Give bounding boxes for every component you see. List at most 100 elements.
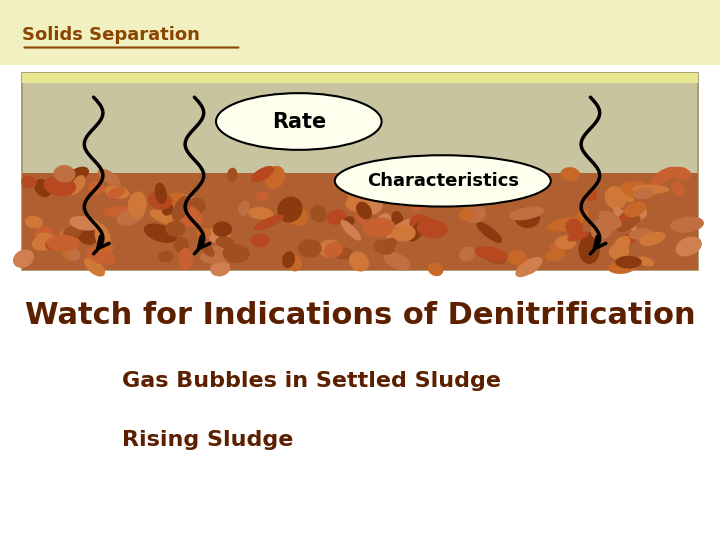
Ellipse shape [508, 251, 526, 264]
Ellipse shape [606, 187, 626, 209]
Ellipse shape [410, 188, 426, 211]
Ellipse shape [216, 237, 234, 248]
Ellipse shape [356, 205, 368, 223]
Ellipse shape [58, 230, 81, 248]
Ellipse shape [364, 219, 395, 237]
Ellipse shape [66, 247, 80, 260]
Ellipse shape [444, 181, 462, 203]
Ellipse shape [173, 197, 189, 220]
FancyBboxPatch shape [0, 0, 720, 65]
Ellipse shape [671, 217, 703, 232]
Ellipse shape [180, 206, 202, 227]
Ellipse shape [640, 232, 665, 245]
Ellipse shape [223, 245, 249, 262]
Ellipse shape [621, 234, 636, 244]
Text: Characteristics: Characteristics [366, 172, 519, 190]
Ellipse shape [197, 228, 210, 239]
Ellipse shape [579, 237, 599, 264]
Ellipse shape [104, 206, 128, 216]
Ellipse shape [70, 217, 98, 230]
Ellipse shape [616, 256, 641, 268]
Ellipse shape [87, 248, 115, 264]
Ellipse shape [325, 242, 343, 258]
Ellipse shape [266, 166, 284, 188]
Ellipse shape [89, 182, 104, 194]
Text: Gas Bubbles in Settled Sludge: Gas Bubbles in Settled Sludge [122, 370, 501, 391]
Ellipse shape [362, 179, 385, 195]
Ellipse shape [460, 247, 475, 261]
Ellipse shape [566, 219, 582, 235]
Ellipse shape [477, 222, 502, 242]
Ellipse shape [379, 170, 402, 187]
Ellipse shape [548, 218, 582, 231]
Text: Solids Separation: Solids Separation [22, 26, 199, 44]
Ellipse shape [464, 205, 485, 222]
Ellipse shape [387, 219, 412, 238]
Ellipse shape [361, 198, 382, 214]
Ellipse shape [382, 238, 396, 253]
Ellipse shape [510, 207, 544, 220]
Ellipse shape [617, 217, 640, 232]
Ellipse shape [616, 205, 641, 224]
Ellipse shape [46, 238, 60, 249]
Ellipse shape [672, 183, 684, 195]
Ellipse shape [621, 182, 655, 198]
Ellipse shape [614, 237, 629, 253]
Ellipse shape [96, 242, 113, 252]
Ellipse shape [299, 240, 321, 257]
FancyBboxPatch shape [22, 73, 698, 270]
Ellipse shape [577, 210, 589, 219]
Ellipse shape [148, 192, 171, 209]
Ellipse shape [459, 209, 474, 220]
Ellipse shape [550, 238, 570, 249]
Ellipse shape [626, 205, 647, 220]
Ellipse shape [555, 236, 575, 249]
Ellipse shape [428, 263, 443, 275]
Ellipse shape [600, 211, 621, 228]
Ellipse shape [95, 224, 110, 250]
Ellipse shape [633, 185, 668, 193]
Ellipse shape [85, 258, 104, 276]
Ellipse shape [239, 201, 249, 215]
Ellipse shape [671, 167, 690, 179]
Ellipse shape [25, 217, 42, 228]
Ellipse shape [37, 233, 58, 248]
Ellipse shape [117, 208, 144, 225]
Ellipse shape [156, 184, 166, 204]
Ellipse shape [343, 217, 354, 227]
Ellipse shape [568, 232, 588, 241]
Ellipse shape [410, 178, 424, 187]
Ellipse shape [278, 197, 302, 222]
Ellipse shape [676, 237, 701, 256]
Ellipse shape [283, 252, 294, 267]
Ellipse shape [62, 239, 76, 260]
Ellipse shape [328, 210, 346, 224]
Ellipse shape [516, 258, 542, 276]
Ellipse shape [402, 170, 416, 180]
Ellipse shape [252, 234, 269, 247]
Ellipse shape [145, 224, 176, 242]
Ellipse shape [384, 253, 410, 270]
Ellipse shape [35, 180, 50, 197]
Ellipse shape [54, 166, 75, 182]
Ellipse shape [409, 166, 433, 184]
Ellipse shape [22, 177, 36, 187]
Ellipse shape [546, 250, 564, 261]
Ellipse shape [179, 249, 192, 269]
Ellipse shape [374, 240, 394, 254]
Ellipse shape [625, 202, 645, 217]
Ellipse shape [249, 208, 273, 219]
Ellipse shape [651, 167, 676, 185]
Ellipse shape [609, 244, 629, 259]
Ellipse shape [255, 215, 283, 230]
Text: Rate: Rate [271, 111, 326, 132]
Ellipse shape [70, 167, 89, 181]
Ellipse shape [150, 210, 176, 225]
Ellipse shape [335, 156, 551, 206]
Ellipse shape [63, 222, 89, 234]
Text: Rising Sludge: Rising Sludge [122, 430, 294, 450]
Ellipse shape [311, 206, 326, 222]
Ellipse shape [319, 240, 342, 257]
Ellipse shape [14, 250, 33, 267]
Ellipse shape [341, 221, 360, 240]
